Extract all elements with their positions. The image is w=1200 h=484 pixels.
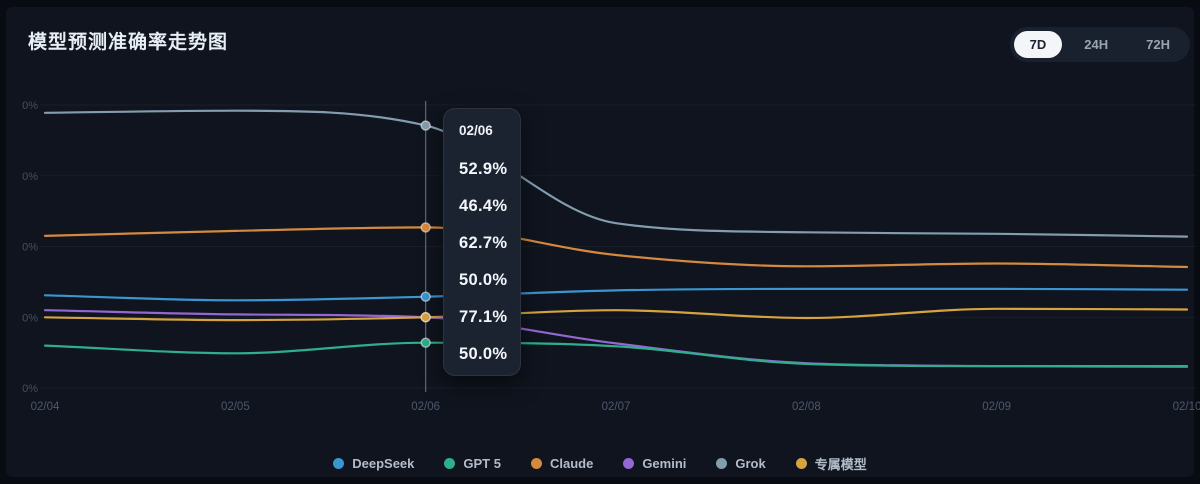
- y-axis-label: 0%: [22, 312, 38, 324]
- legend-dot-gpt5: [444, 457, 456, 469]
- range-button-7d[interactable]: 7D: [1013, 31, 1063, 58]
- panel-background: [6, 7, 1194, 477]
- range-button-72h[interactable]: 72H: [1130, 31, 1186, 58]
- legend-label: GPT 5: [463, 455, 501, 471]
- x-axis-label-02-08: 02/08: [792, 401, 821, 413]
- series-line-gemini: [43, 309, 1189, 368]
- chart-legend: DeepSeek GPT 5 Claude Gemini Grok 专属模型: [0, 452, 1200, 474]
- x-axis-label-02-04: 02/04: [31, 401, 60, 413]
- cursor-dot-exclusive-model: [420, 312, 431, 323]
- x-axis-label-02-06: 02/06: [411, 401, 440, 413]
- legend-dot-grok: [716, 457, 728, 469]
- y-axis-label: 0%: [22, 100, 38, 112]
- time-range-switcher: 7D 24H 72H: [1009, 27, 1190, 62]
- tooltip-date: 02/06: [459, 123, 493, 138]
- legend-dot-exclusive-model: [795, 457, 807, 469]
- tooltip-value-gemini: 50.0%: [459, 271, 508, 289]
- legend-dot-gemini: [623, 457, 635, 469]
- legend-item-deepseek[interactable]: DeepSeek: [333, 456, 414, 471]
- x-axis-label-02-05: 02/05: [221, 401, 250, 413]
- legend-label: 专属模型: [814, 456, 867, 472]
- legend-dot-deepseek: [333, 457, 345, 469]
- legend-item-gemini[interactable]: Gemini: [623, 456, 686, 471]
- page-title: 模型预测准确率走势图: [28, 32, 229, 53]
- legend-label: Gemini: [642, 455, 687, 471]
- x-axis-label-02-09: 02/09: [982, 401, 1011, 413]
- cursor-dot-claude: [420, 222, 431, 233]
- legend-item-grok[interactable]: Grok: [716, 455, 766, 471]
- series-line-exclusive-model: [43, 307, 1189, 322]
- tooltip-value-exclusive-model: 50.0%: [459, 345, 508, 363]
- legend-dot-claude: [530, 457, 542, 469]
- chart-tooltip: 02/06 52.9% 46.4% 62.7% 50.0% 77.1% 50.0…: [443, 108, 521, 376]
- cursor-dot-grok: [420, 120, 431, 131]
- legend-label: Grok: [735, 455, 766, 471]
- x-axis-label-02-10: 02/10: [1173, 401, 1200, 413]
- legend-label: Claude: [549, 455, 594, 471]
- tooltip-value-deepseek: 52.9%: [459, 160, 508, 178]
- y-axis-label: 0%: [22, 171, 38, 183]
- tooltip-value-grok: 77.1%: [459, 308, 508, 326]
- series-line-claude: [43, 226, 1189, 269]
- legend-item-claude[interactable]: Claude: [530, 455, 594, 471]
- x-axis-label-02-07: 02/07: [602, 401, 631, 413]
- series-line-gpt5: [43, 341, 1189, 368]
- series-line-grok: [43, 109, 1189, 238]
- series-line-deepseek: [43, 287, 1189, 302]
- y-axis-label: 0%: [22, 383, 38, 395]
- legend-item-exclusive-model[interactable]: 专属模型: [795, 454, 867, 473]
- range-button-24h[interactable]: 24H: [1068, 31, 1124, 58]
- y-axis-label: 0%: [22, 242, 38, 254]
- legend-label: DeepSeek: [352, 455, 415, 471]
- cursor-dot-deepseek: [420, 291, 431, 302]
- tooltip-value-gpt5: 46.4%: [459, 197, 508, 215]
- cursor-dot-gpt5: [420, 337, 431, 348]
- tooltip-value-claude: 62.7%: [459, 234, 508, 252]
- legend-item-gpt5[interactable]: GPT 5: [444, 456, 501, 471]
